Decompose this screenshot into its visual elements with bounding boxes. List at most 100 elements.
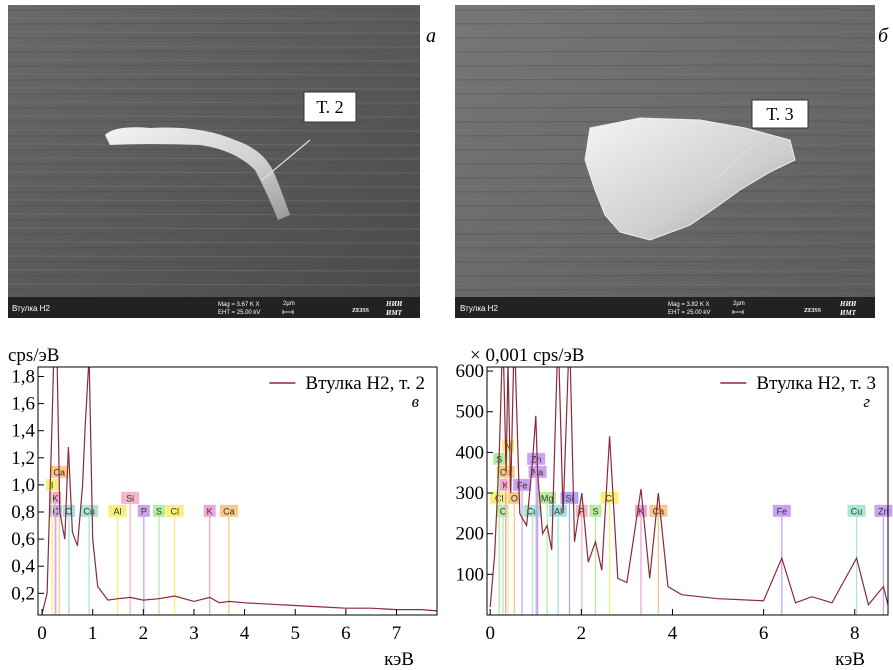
element-label: Zn	[531, 454, 542, 464]
y-tick-label: 0,6	[11, 529, 35, 550]
y-tick-label: 1,2	[11, 448, 35, 469]
element-box	[635, 504, 648, 517]
panel-letter: а	[426, 25, 436, 47]
callout-label: Т. 3	[766, 104, 793, 124]
institute-label: НИИ	[385, 300, 403, 308]
element-label: Cl	[605, 493, 614, 503]
plot-frame	[486, 366, 889, 616]
element-box	[80, 504, 99, 517]
x-axis-label: кэВ	[384, 649, 414, 670]
element-box	[874, 504, 893, 517]
element-label: Cu	[527, 506, 539, 516]
element-label: O	[511, 493, 518, 503]
legend-label: Втулка Н2, т. 2	[305, 373, 425, 394]
institute-label: ИМТ	[385, 309, 403, 317]
spectrum-chart: COCuMgAlSiPSClKCaFeCuZnFeNaZnClCaKSN1002…	[456, 345, 893, 670]
scale-bar	[732, 310, 744, 314]
x-tick-label: 7	[392, 623, 402, 644]
element-label: P	[579, 506, 585, 516]
x-tick-label: 5	[290, 623, 300, 644]
y-tick-label: 0,4	[11, 556, 35, 577]
callout-box	[751, 99, 809, 129]
eht-label: EHT = 25.00 kV	[218, 310, 260, 316]
brand-label: ZEISS	[352, 308, 370, 314]
y-tick-label: 0,8	[11, 502, 35, 523]
x-tick-label: 4	[240, 623, 250, 644]
scale-label: 2µm	[733, 301, 745, 307]
element-box	[600, 491, 619, 504]
y-axis-label: cps/эВ	[8, 345, 59, 366]
legend-label: Втулка Н2, т. 3	[756, 373, 876, 394]
element-box	[121, 491, 140, 504]
element-box	[549, 504, 568, 517]
institute-label: ИМТ	[839, 309, 857, 317]
element-label: Al	[554, 506, 562, 516]
brand-label: ZEISS	[804, 308, 822, 314]
x-tick-label: 6	[759, 623, 769, 644]
element-label: I	[51, 480, 54, 490]
x-tick-label: 8	[850, 623, 860, 644]
element-label: K	[638, 506, 644, 516]
element-label: Al	[113, 506, 121, 516]
y-tick-label: 0,2	[11, 583, 35, 604]
particle	[584, 117, 796, 241]
element-box	[165, 504, 184, 517]
spectrum-line	[489, 367, 888, 607]
plot-frame	[37, 366, 438, 616]
element-label: Mg	[541, 493, 554, 503]
callout-line	[261, 139, 311, 181]
eht-label: EHT = 25.00 kV	[668, 310, 710, 316]
element-box	[137, 504, 150, 517]
y-tick-label: 400	[456, 442, 485, 463]
callout-label: Т. 2	[316, 97, 343, 117]
element-label: Zn	[878, 506, 889, 516]
scale-label: 2µm	[283, 301, 295, 307]
element-box	[575, 504, 588, 517]
chart-annotation: в	[412, 392, 420, 411]
info-bar	[455, 297, 875, 318]
element-label: S	[592, 506, 598, 516]
element-label: Ca	[223, 506, 235, 516]
element-label: Si	[126, 493, 134, 503]
scale-bar	[282, 310, 294, 314]
y-tick-label: 200	[456, 524, 485, 545]
element-box	[219, 504, 238, 517]
element-label: K	[503, 480, 509, 490]
element-label: K	[207, 506, 213, 516]
element-box	[496, 504, 509, 517]
element-box	[499, 478, 512, 491]
y-tick-label: 300	[456, 483, 485, 504]
particle	[105, 127, 290, 220]
element-label: C	[500, 506, 507, 516]
element-box	[527, 452, 546, 465]
y-tick-label: 1,8	[11, 366, 35, 387]
spectrum-line	[41, 367, 437, 614]
element-box	[847, 504, 866, 517]
y-tick-label: 1,0	[11, 475, 35, 496]
element-box	[153, 504, 166, 517]
element-box	[62, 504, 75, 517]
x-tick-label: 2	[577, 623, 587, 644]
element-box	[649, 504, 668, 517]
y-tick-label: 600	[456, 361, 485, 382]
panel-letter: б	[878, 25, 889, 47]
y-tick-label: 1,4	[11, 421, 35, 442]
element-label: S	[156, 506, 162, 516]
element-box	[772, 504, 791, 517]
y-tick-label: 1,6	[11, 394, 35, 415]
x-tick-label: 1	[88, 623, 98, 644]
mag-label: Mag = 3.67 K X	[218, 302, 260, 308]
element-label: Cl	[170, 506, 179, 516]
callout-line	[717, 139, 759, 179]
callout-box	[303, 91, 357, 123]
image-texture	[8, 5, 420, 297]
chart-annotation: г	[863, 392, 870, 411]
mag-label: Mag = 3.82 K X	[668, 302, 710, 308]
y-tick-label: 100	[456, 564, 485, 585]
element-label: Fe	[517, 480, 528, 490]
x-tick-label: 0	[485, 623, 495, 644]
element-label: Cu	[851, 506, 863, 516]
element-box	[508, 491, 521, 504]
sample-label: Втулка Н2	[460, 304, 498, 313]
